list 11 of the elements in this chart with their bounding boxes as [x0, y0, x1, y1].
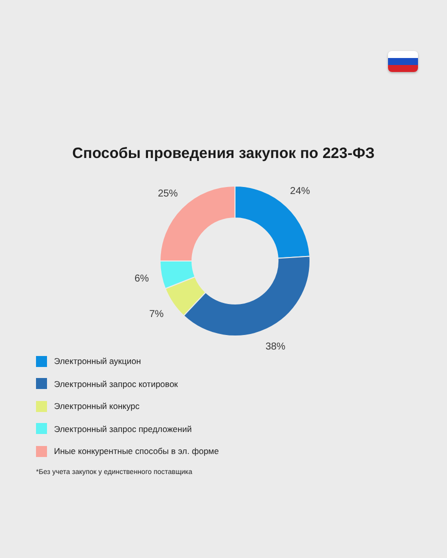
data-label: 6% — [134, 273, 150, 284]
data-label: 24% — [290, 186, 310, 198]
data-label: 25% — [158, 188, 178, 200]
legend-label: Электронный аукцион — [54, 356, 141, 366]
chart-title: Способы проведения закупок по 223-ФЗ — [71, 145, 376, 162]
data-label: 7% — [149, 308, 164, 320]
legend-label: Иные конкурентные способы в эл. форме — [54, 446, 219, 456]
legend-label: Электронный конкурс — [54, 401, 140, 412]
legend-label: Электронный запрос предложений — [54, 424, 192, 434]
data-label: 38% — [265, 341, 286, 352]
legend-label: Электронный запрос котировок — [54, 378, 178, 389]
